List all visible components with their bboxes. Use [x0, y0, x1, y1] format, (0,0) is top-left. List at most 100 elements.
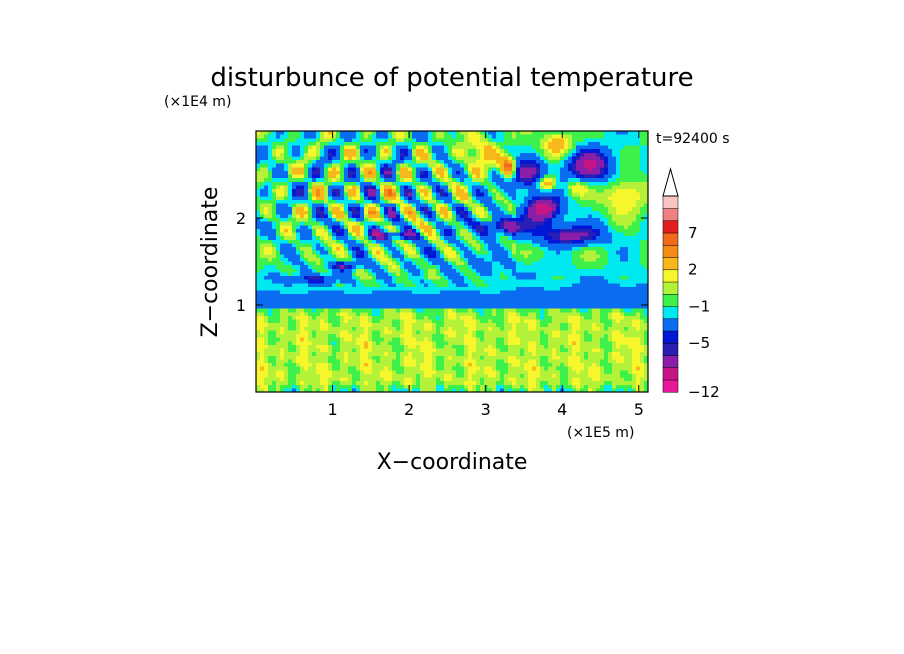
heatmap-cell [284, 181, 289, 186]
heatmap-cell [472, 178, 477, 183]
heatmap-cell [312, 210, 317, 215]
heatmap-cell [588, 149, 593, 154]
heatmap-cell [388, 210, 393, 215]
heatmap-cell [532, 149, 537, 154]
heatmap-cell [396, 276, 401, 281]
heatmap-cell [452, 290, 457, 295]
heatmap-cell [360, 279, 365, 284]
heatmap-cell [484, 232, 489, 237]
heatmap-cell [576, 286, 581, 292]
heatmap-cell [280, 279, 285, 284]
heatmap-cell [476, 218, 481, 223]
heatmap-cell [516, 239, 521, 244]
heatmap-cell [352, 178, 357, 183]
heatmap-cell [448, 192, 453, 197]
heatmap-cell [424, 185, 429, 190]
heatmap-cell [492, 134, 497, 139]
heatmap-cell [364, 228, 369, 234]
heatmap-cell [368, 196, 373, 201]
heatmap-cell [636, 239, 641, 244]
heatmap-cell [548, 138, 553, 143]
heatmap-cell [640, 189, 645, 194]
heatmap-cell [580, 203, 585, 208]
heatmap-cell [420, 203, 425, 208]
heatmap-cell [540, 312, 545, 317]
heatmap-cell [448, 290, 453, 295]
heatmap-cell [356, 152, 361, 157]
heatmap-cell [448, 279, 453, 284]
heatmap-cell [372, 232, 377, 237]
heatmap-cell [416, 149, 421, 154]
y-scale-label: (×1E4 m) [164, 94, 231, 110]
heatmap-cell [500, 207, 505, 212]
heatmap-cell [600, 286, 605, 292]
heatmap-cell [444, 185, 449, 190]
heatmap-cell [516, 290, 521, 295]
heatmap-cell [508, 247, 513, 252]
heatmap-cell [356, 305, 361, 310]
heatmap-cell [584, 210, 589, 215]
heatmap-cell [320, 254, 325, 259]
heatmap-cell [380, 297, 385, 302]
heatmap-cell [524, 207, 529, 212]
heatmap-cell [420, 134, 425, 139]
heatmap-cell [328, 185, 333, 190]
heatmap-cell [544, 254, 549, 259]
heatmap-cell [620, 286, 625, 292]
heatmap-cell [560, 192, 565, 197]
heatmap-cell [528, 236, 533, 241]
heatmap-cell [356, 283, 361, 288]
heatmap-cell [396, 236, 401, 241]
heatmap-cell [408, 196, 413, 201]
heatmap-cell [584, 170, 589, 176]
heatmap-cell [508, 286, 513, 292]
heatmap-cell [636, 181, 641, 186]
heatmap-cell [280, 294, 285, 299]
heatmap-cell [544, 301, 549, 306]
heatmap-cell [432, 232, 437, 237]
heatmap-cell [436, 225, 441, 230]
heatmap-cell [568, 149, 573, 154]
heatmap-cell [512, 290, 517, 295]
heatmap-cell [264, 279, 269, 284]
heatmap-cell [624, 305, 629, 310]
heatmap-cell [384, 196, 389, 201]
heatmap-cell [564, 279, 569, 284]
heatmap-cell [276, 207, 281, 212]
heatmap-cell [388, 145, 393, 150]
heatmap-cell [400, 131, 405, 136]
heatmap-cell [516, 228, 521, 234]
heatmap-cell [352, 250, 357, 255]
heatmap-cell [496, 305, 501, 310]
heatmap-cell [288, 163, 293, 168]
heatmap-cell [316, 308, 321, 313]
heatmap-cell [464, 131, 469, 136]
heatmap-cell [564, 181, 569, 186]
heatmap-cell [492, 247, 497, 252]
heatmap-cell [388, 257, 393, 263]
heatmap-cell [448, 181, 453, 186]
heatmap-cell [272, 178, 277, 183]
heatmap-cell [268, 265, 273, 270]
heatmap-cell [284, 247, 289, 252]
heatmap-cell [592, 297, 597, 302]
heatmap-cell [508, 236, 513, 241]
heatmap-cell [448, 199, 453, 205]
heatmap-cell [476, 276, 481, 281]
heatmap-cell [300, 149, 305, 154]
heatmap-cell [452, 163, 457, 168]
heatmap-cell [424, 243, 429, 248]
heatmap-cell [328, 239, 333, 244]
heatmap-cell [272, 192, 277, 197]
heatmap-cell [532, 301, 537, 306]
heatmap-cell [616, 257, 621, 263]
heatmap-cell [600, 189, 605, 194]
heatmap-cell [452, 265, 457, 270]
heatmap-cell [632, 257, 637, 263]
heatmap-cell [384, 228, 389, 234]
heatmap-cell [396, 228, 401, 234]
heatmap-cell [620, 196, 625, 201]
heatmap-cell [540, 308, 545, 313]
heatmap-cell [292, 290, 297, 295]
heatmap-cell [532, 232, 537, 237]
